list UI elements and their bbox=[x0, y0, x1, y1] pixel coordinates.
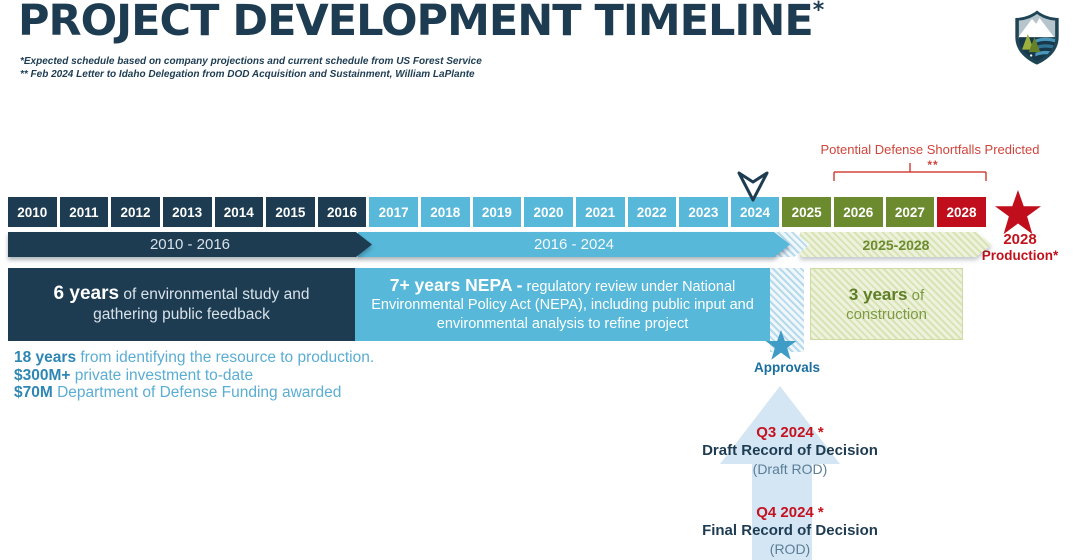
footnote-2: ** Feb 2024 Letter to Idaho Delegation f… bbox=[20, 68, 475, 80]
year-cell: 2028 bbox=[937, 197, 986, 227]
stat-line: 18 years from identifying the resource t… bbox=[14, 349, 375, 366]
draft-rod-quarter: Q3 2024 * bbox=[756, 424, 824, 441]
rod-milestones: Q3 2024 * Draft Record of Decision (Draf… bbox=[690, 424, 890, 558]
year-cell: 2013 bbox=[162, 197, 212, 227]
blue-star-icon bbox=[765, 330, 797, 360]
production-year: 2028 bbox=[1003, 231, 1037, 248]
construction-duration: 3 years bbox=[848, 284, 908, 304]
year-cell: 2021 bbox=[575, 197, 625, 227]
production-callout: 2028 Production* bbox=[966, 231, 1074, 263]
nepa-description: regulatory review under National Environ… bbox=[371, 278, 754, 332]
draft-rod-sub: (Draft ROD) bbox=[752, 461, 828, 477]
footnotes: *Expected schedule based on company proj… bbox=[20, 56, 482, 81]
environmental-study-block: 6 years of environmental study and gathe… bbox=[8, 268, 355, 341]
year-cell: 2024 bbox=[730, 197, 780, 227]
title-asterisk: * bbox=[812, 0, 824, 23]
draft-rod-title: Draft Record of Decision bbox=[702, 442, 878, 459]
year-cell: 2016 bbox=[317, 197, 367, 227]
approvals-hatch-strip bbox=[770, 268, 804, 352]
footnote-1: *Expected schedule based on company proj… bbox=[20, 56, 482, 67]
construction-description: of construction bbox=[846, 286, 927, 323]
shield-mountain-logo-icon bbox=[1015, 10, 1059, 65]
year-cell: 2010 bbox=[8, 197, 57, 227]
year-cell: 2017 bbox=[369, 197, 418, 227]
final-rod-quarter: Q4 2024 * bbox=[756, 504, 824, 521]
phase-bar-2025-2028: 2025-2028 bbox=[800, 232, 992, 257]
page-title: PROJECT DEVELOPMENT TIMELINE* bbox=[18, 0, 824, 46]
year-cell: 2022 bbox=[627, 197, 677, 227]
nepa-review-block: 7+ years NEPA - regulatory review under … bbox=[355, 268, 770, 341]
shortfalls-bracket bbox=[833, 163, 987, 181]
year-cell: 2025 bbox=[782, 197, 831, 227]
year-cell: 2018 bbox=[421, 197, 470, 227]
phase-bar-2010-2016: 2010 - 2016 bbox=[8, 232, 372, 257]
up-arrow-shape bbox=[720, 386, 840, 560]
phase-bar-2016-2024: 2016 - 2024 bbox=[358, 232, 790, 257]
final-rod-milestone: Q4 2024 * Final Record of Decision (ROD) bbox=[690, 504, 890, 558]
study-duration: 6 years bbox=[53, 283, 120, 304]
chevron-down-marker-icon bbox=[737, 171, 769, 202]
stat-line: $70M Department of Defense Funding award… bbox=[14, 384, 342, 401]
project-stats: 18 years from identifying the resource t… bbox=[14, 349, 374, 402]
shortfalls-label: Potential Defense Shortfalls Predicted bbox=[820, 142, 1040, 157]
year-cell: 2023 bbox=[679, 197, 728, 227]
year-cell: 2012 bbox=[111, 197, 160, 227]
red-star-icon bbox=[995, 190, 1041, 235]
shortfalls-footnote-marker: ** bbox=[927, 158, 939, 172]
study-description: of environmental study and gathering pub… bbox=[93, 286, 310, 323]
year-cell: 2027 bbox=[885, 197, 935, 227]
final-rod-sub: (ROD) bbox=[769, 541, 811, 557]
nepa-duration: 7+ years NEPA - bbox=[389, 274, 523, 295]
draft-rod-milestone: Q3 2024 * Draft Record of Decision (Draf… bbox=[690, 424, 890, 478]
year-cell: 2019 bbox=[472, 197, 522, 227]
production-label: Production* bbox=[981, 248, 1059, 263]
year-cell: 2026 bbox=[834, 197, 883, 227]
stat-line: $300M+ private investment to-date bbox=[14, 366, 254, 384]
year-cell: 2014 bbox=[214, 197, 264, 227]
final-rod-title: Final Record of Decision bbox=[702, 522, 878, 539]
year-cell: 2020 bbox=[524, 197, 573, 227]
year-cell: 2011 bbox=[59, 197, 109, 227]
approvals-label: Approvals bbox=[753, 360, 821, 375]
timeline-year-row: 2010 2011 2012 2013 2014 2015 2016 2017 … bbox=[8, 197, 986, 227]
construction-block: 3 years of construction bbox=[810, 268, 963, 340]
year-cell: 2015 bbox=[266, 197, 315, 227]
